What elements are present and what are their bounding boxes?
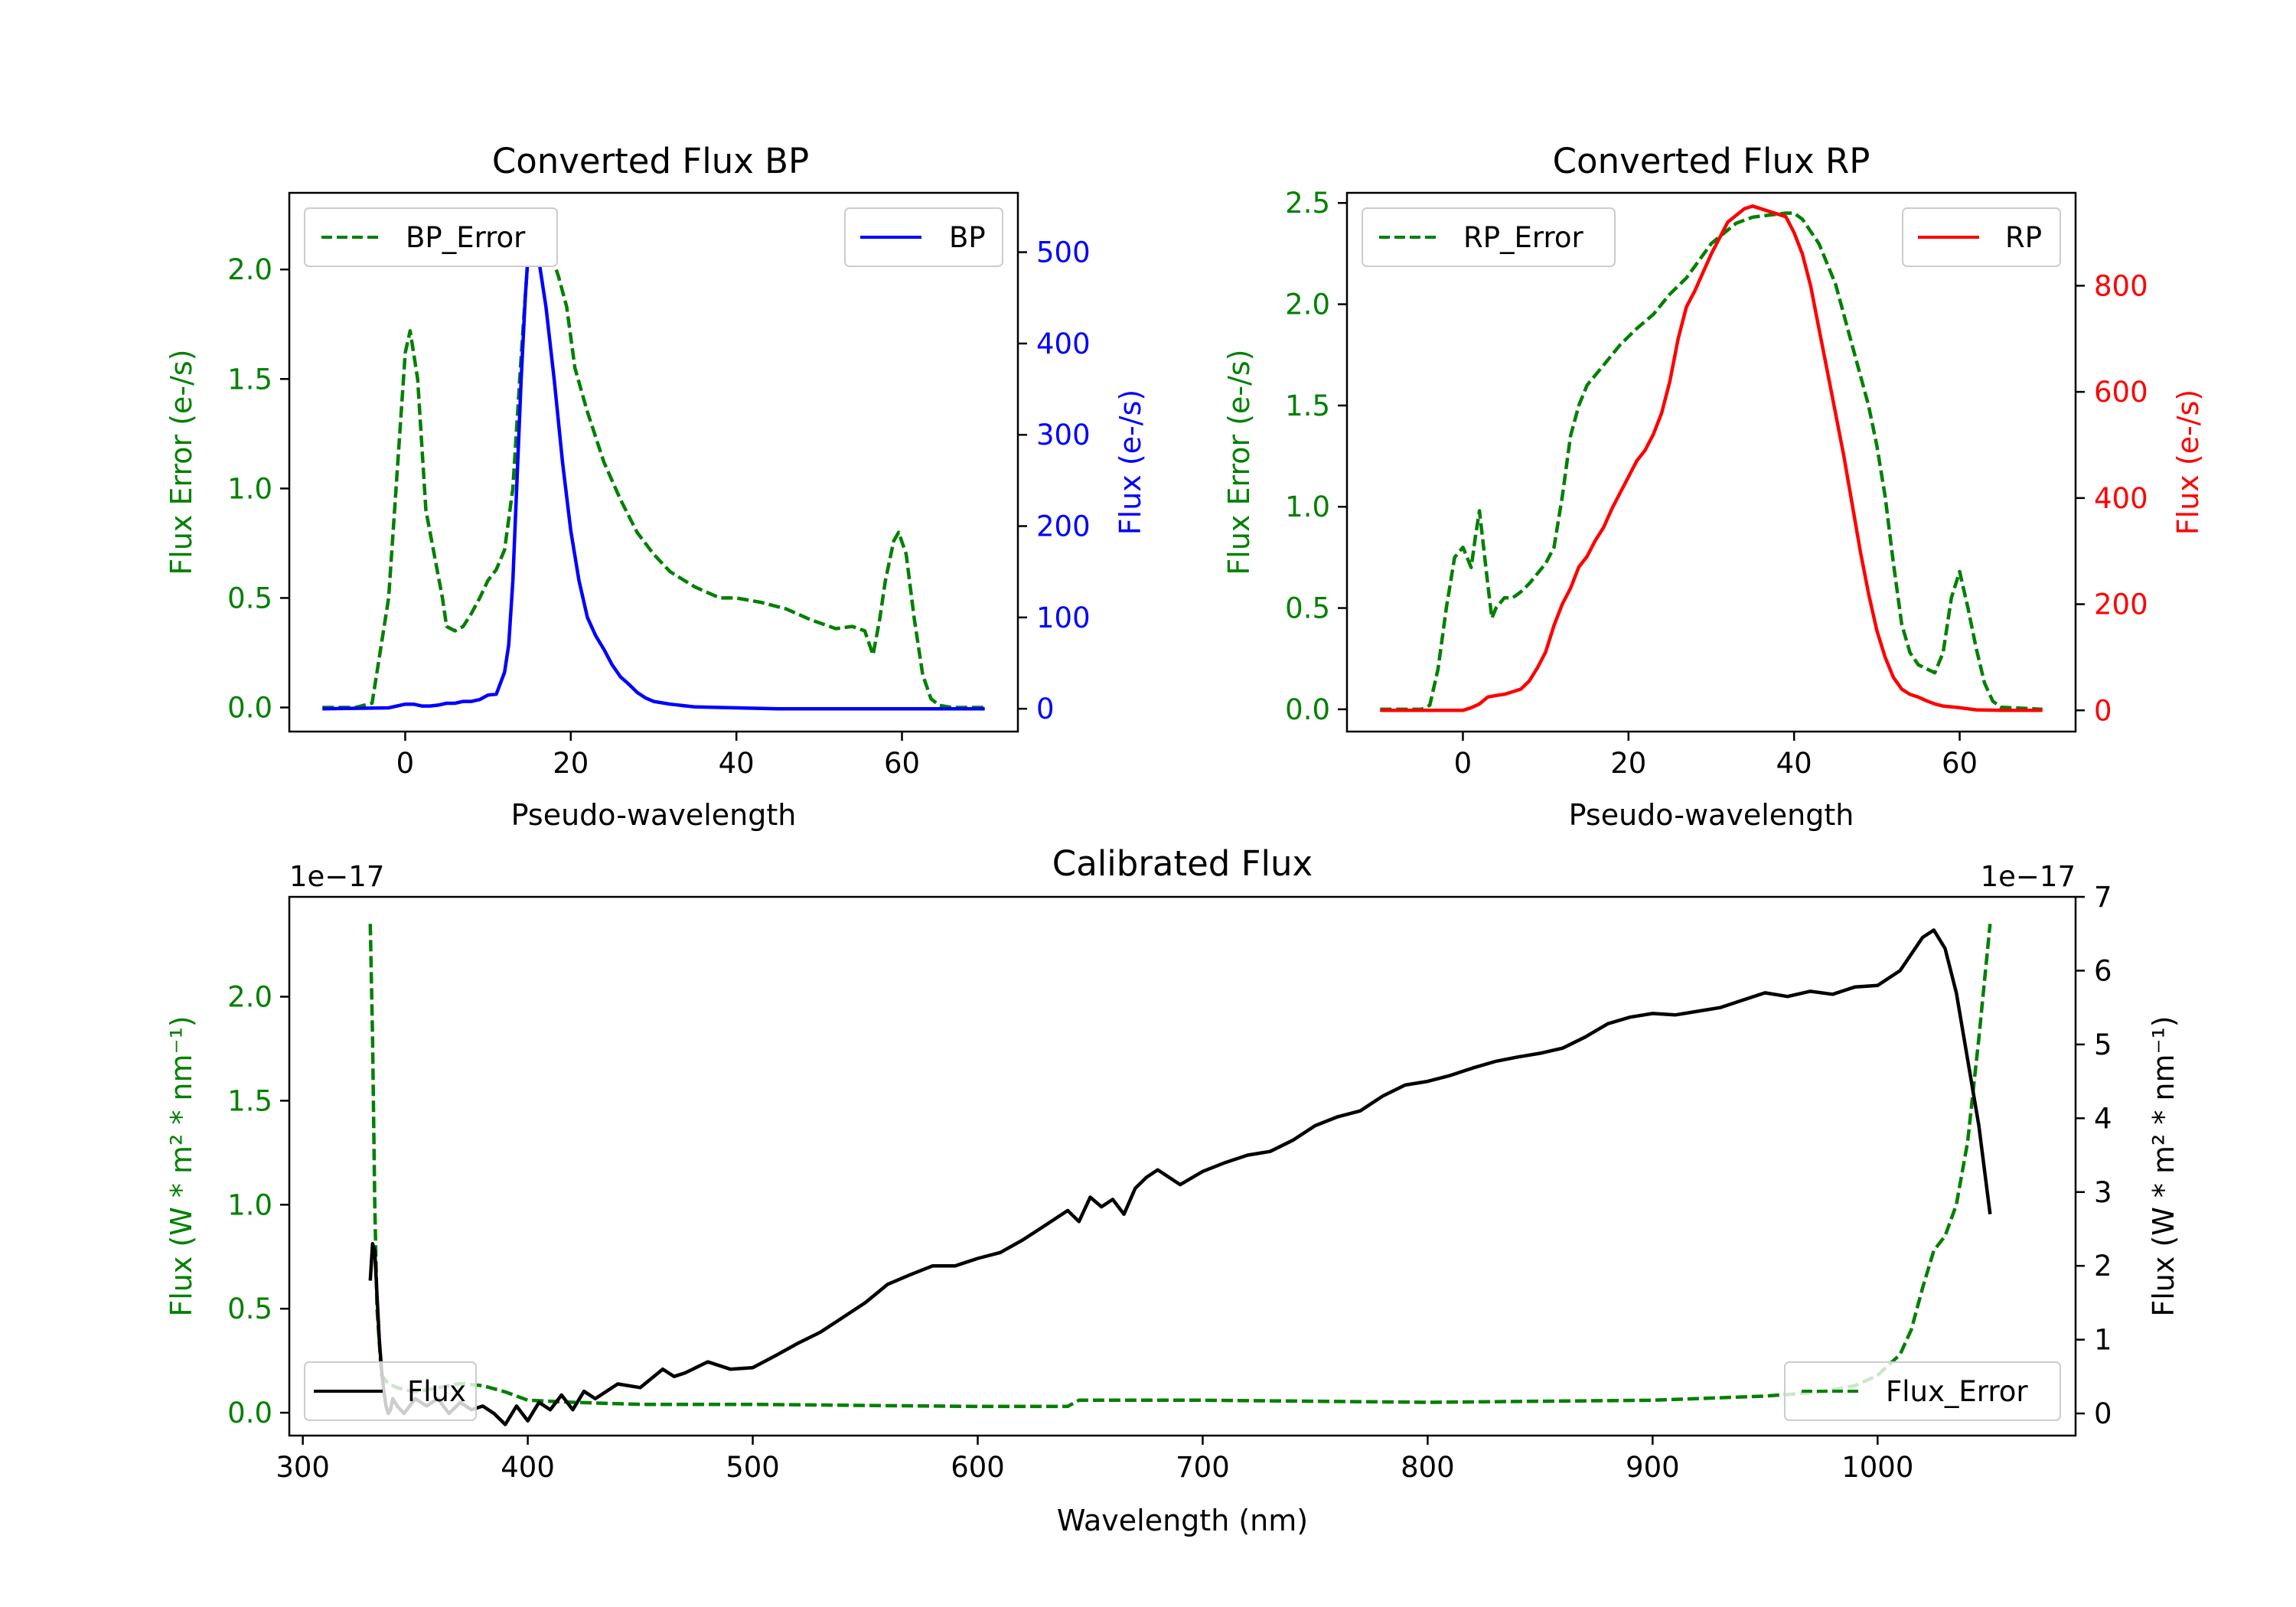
bp-panel: Converted Flux BP 0 20 40 60 0.0 0.5 1.0 1.5 2.0…	[165, 141, 1147, 832]
bp-xtick-label: 40	[719, 747, 755, 780]
cal-ytick-right-label: 2	[2094, 1250, 2112, 1283]
cal-xtick-label: 1000	[1841, 1451, 1913, 1484]
rp-ylabel-right: Flux (e-/s)	[2171, 390, 2205, 535]
rp-ytick-right-label: 800	[2094, 269, 2148, 302]
cal-ytick-right-label: 7	[2094, 881, 2112, 914]
bp-ytick-left-label: 0.5	[227, 582, 272, 614]
bp-xtick-label: 60	[884, 747, 920, 780]
rp-series-rp	[1380, 204, 2043, 712]
bp-ytick-right-label: 300	[1036, 419, 1091, 451]
cal-ytick-right-label: 5	[2094, 1028, 2112, 1061]
rp-xlabel: Pseudo-wavelength	[1569, 798, 1854, 832]
rp-ytick-right-label: 400	[2094, 482, 2148, 515]
rp-xtick-label: 0	[1454, 747, 1473, 780]
cal-xtick-label: 600	[951, 1451, 1005, 1484]
rp-legend-error-label: RP_Error	[1463, 221, 1583, 254]
bp-legend-error: BP_Error	[304, 207, 558, 267]
cal-ytick-right-label: 1	[2094, 1324, 2112, 1357]
cal-xlabel: Wavelength (nm)	[1057, 1504, 1308, 1537]
cal-legend-flux-label: Flux	[407, 1375, 466, 1408]
rp-legend-flux-label: RP	[2005, 221, 2042, 254]
cal-ylabel-right: Flux (W * m² * nm⁻¹)	[2147, 1015, 2180, 1316]
cal-xtick-label: 800	[1401, 1451, 1455, 1484]
bp-ylabel-right: Flux (e-/s)	[1114, 390, 1147, 535]
rp-ytick-right-label: 600	[2094, 376, 2148, 409]
calibrated-panel: Calibrated Flux 300 400 500 600 700 800 900 100…	[165, 843, 2180, 1537]
rp-panel: Converted Flux RP 0 20 40 60 0.0 0.5 1.0 1.5 2.0…	[1222, 141, 2205, 832]
cal-xtick-label: 300	[276, 1451, 330, 1484]
bp-ytick-left-label: 0.0	[227, 692, 272, 725]
bp-series-bp	[322, 218, 985, 711]
bp-ytick-right-label: 100	[1036, 601, 1091, 634]
bp-ytick-right-label: 0	[1036, 693, 1055, 725]
rp-ytick-left-label: 0.0	[1285, 693, 1330, 726]
rp-ytick-left-label: 2.0	[1285, 288, 1330, 321]
bp-ytick-right-label: 400	[1036, 328, 1091, 360]
bp-legend-error-label: BP_Error	[406, 221, 526, 254]
rp-legend-error: RP_Error	[1362, 207, 1616, 267]
bp-xtick-label: 20	[553, 747, 589, 780]
cal-offset-left: 1e−17	[289, 860, 384, 893]
cal-ylabel-left: Flux (W * m² * nm⁻¹)	[165, 1015, 198, 1316]
bp-xtick-label: 0	[396, 747, 415, 780]
cal-ytick-left-label: 1.5	[227, 1084, 272, 1117]
cal-title: Calibrated Flux	[1052, 843, 1313, 884]
rp-ytick-left-label: 1.0	[1285, 491, 1330, 523]
cal-ytick-left-label: 1.0	[227, 1188, 272, 1221]
cal-legend-error-label: Flux_Error	[1886, 1375, 2028, 1408]
rp-title: Converted Flux RP	[1553, 141, 1870, 181]
bp-legend-flux: BP	[844, 207, 1003, 267]
cal-ytick-left-label: 2.0	[227, 980, 272, 1013]
cal-xtick-label: 500	[726, 1451, 780, 1484]
cal-ytick-right-label: 3	[2094, 1176, 2112, 1209]
cal-ytick-left-label: 0.5	[227, 1292, 272, 1325]
rp-ytick-left-label: 0.5	[1285, 592, 1330, 625]
cal-legend-flux: Flux	[304, 1361, 477, 1421]
cal-offset-right: 1e−17	[1981, 860, 2076, 893]
bp-ytick-left-label: 1.5	[227, 363, 272, 396]
bp-series-bp-error	[322, 223, 985, 709]
cal-xtick-label: 900	[1626, 1451, 1680, 1484]
bp-ytick-right-label: 500	[1036, 236, 1091, 269]
rp-xtick-label: 60	[1942, 747, 1978, 780]
cal-ytick-right-label: 6	[2094, 954, 2112, 987]
bp-ytick-left-label: 2.0	[227, 253, 272, 286]
rp-series-rp-error	[1380, 211, 2043, 712]
bp-xlabel: Pseudo-wavelength	[511, 798, 797, 832]
rp-ytick-right-label: 0	[2094, 694, 2112, 727]
bp-ytick-right-label: 200	[1036, 510, 1091, 543]
rp-ylabel-left: Flux Error (e-/s)	[1222, 349, 1256, 575]
bp-ylabel-left: Flux Error (e-/s)	[165, 349, 198, 575]
cal-legend-error: Flux_Error	[1784, 1361, 2061, 1421]
bp-ytick-left-label: 1.0	[227, 472, 272, 505]
rp-ytick-left-label: 1.5	[1285, 390, 1330, 422]
cal-xtick-label: 700	[1176, 1451, 1230, 1484]
cal-ytick-right-label: 4	[2094, 1102, 2112, 1135]
rp-legend-flux: RP	[1902, 207, 2061, 267]
bp-axes-frame	[288, 191, 1019, 733]
rp-ytick-right-label: 200	[2094, 588, 2148, 621]
cal-xtick-label: 400	[501, 1451, 555, 1484]
rp-xtick-label: 40	[1776, 747, 1812, 780]
rp-ytick-left-label: 2.5	[1285, 187, 1330, 220]
cal-ytick-left-label: 0.0	[227, 1397, 272, 1429]
rp-xtick-label: 20	[1610, 747, 1646, 780]
cal-axes-frame	[288, 895, 2077, 1437]
bp-title: Converted Flux BP	[492, 141, 809, 181]
cal-ytick-right-label: 0	[2094, 1397, 2112, 1430]
rp-axes-frame	[1345, 191, 2077, 733]
bp-legend-flux-label: BP	[949, 221, 986, 254]
